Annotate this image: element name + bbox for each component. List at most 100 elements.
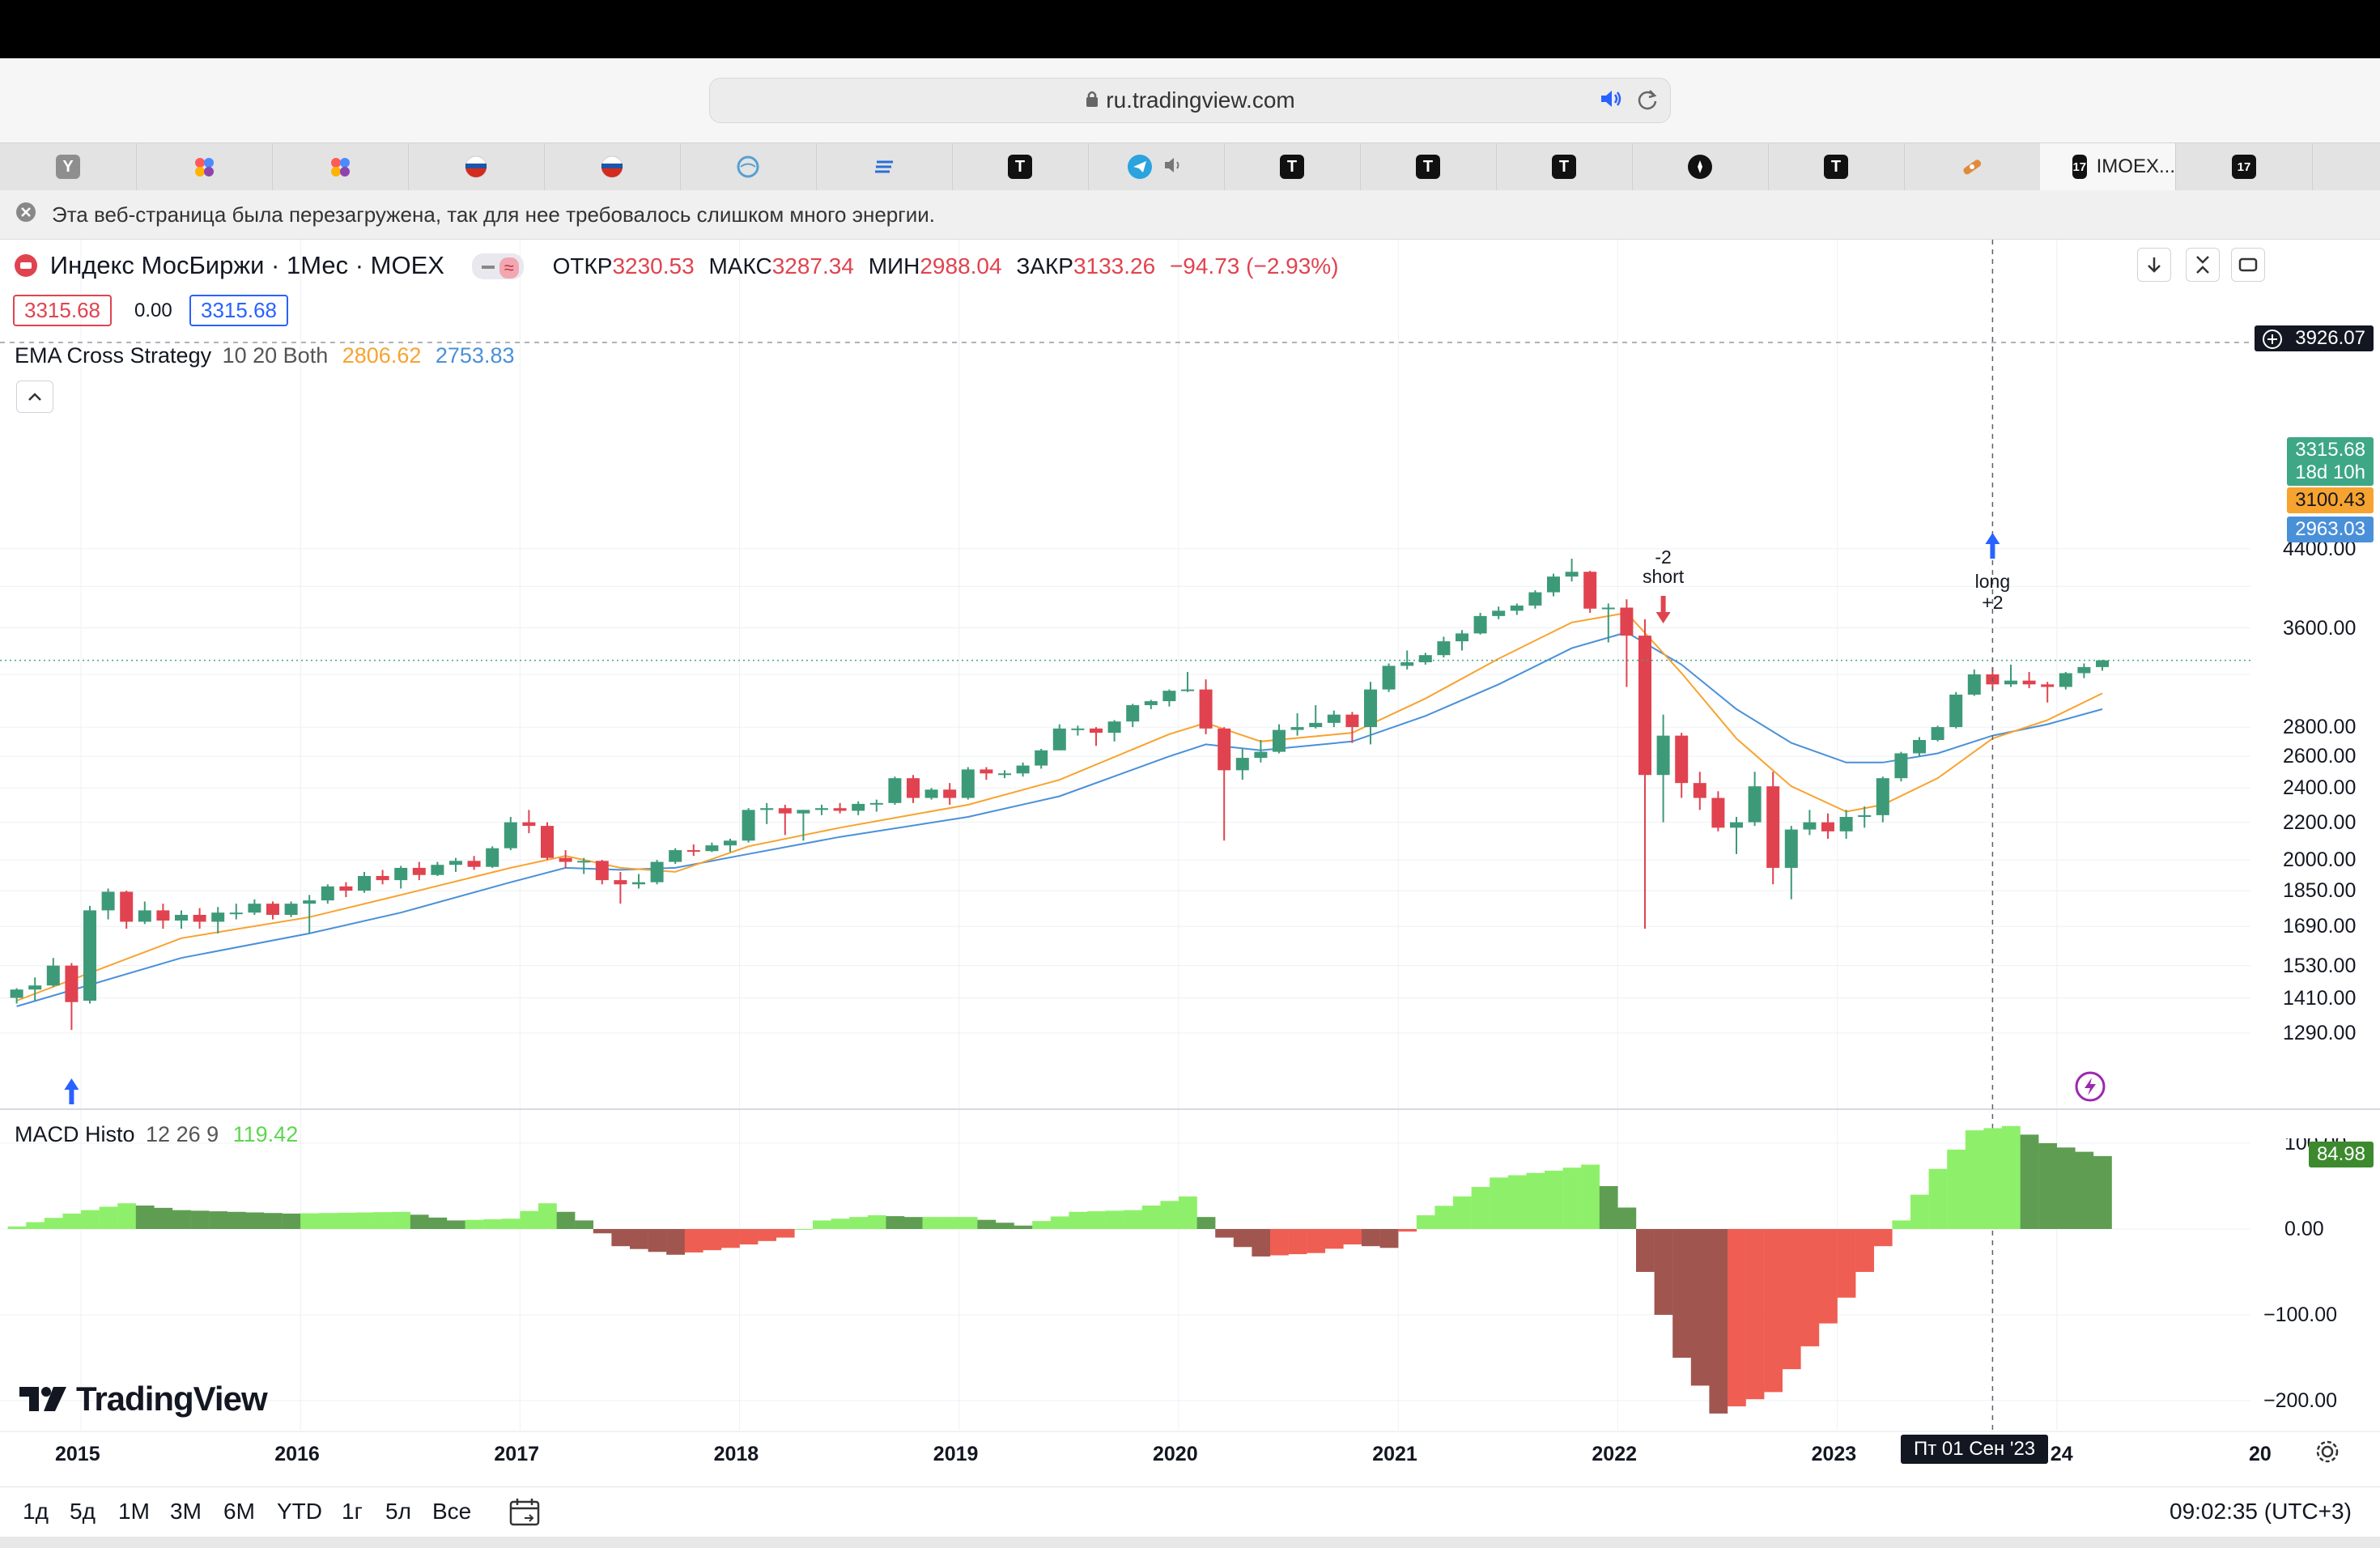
macd-histogram-bar <box>465 1219 484 1229</box>
long-signal-arrow <box>1985 533 2000 559</box>
macd-histogram-bar <box>1782 1229 1801 1370</box>
clock-timezone[interactable]: 09:02:35 (UTC+3) <box>2170 1499 2352 1524</box>
browser-tab[interactable]: 17 IMOEX... <box>2040 143 2176 190</box>
browser-tab[interactable]: T <box>952 143 1089 190</box>
browser-tab[interactable] <box>1904 143 2041 190</box>
tinkoff-icon: T <box>1552 155 1576 179</box>
market-status-badge[interactable]: ≈ <box>471 253 524 279</box>
macd-histogram-bar <box>922 1217 941 1229</box>
candle-body <box>1547 576 1560 593</box>
browser-tab[interactable] <box>816 143 953 190</box>
macd-histogram-bar <box>611 1229 631 1247</box>
period-button[interactable]: 5д <box>70 1499 96 1524</box>
period-button[interactable]: 1М <box>118 1499 150 1524</box>
macd-histogram-bar <box>44 1218 63 1229</box>
candle-body <box>1290 727 1304 730</box>
tinkoff-icon: T <box>1008 155 1032 179</box>
collapse-legend-button[interactable] <box>16 381 53 413</box>
collapse-pane-button[interactable] <box>2186 248 2220 282</box>
period-button[interactable]: 1д <box>23 1499 49 1524</box>
browser-tab[interactable]: T <box>1496 143 1633 190</box>
tradingview-logo[interactable]: TradingView <box>18 1380 268 1418</box>
price-axis-tick: 1690.00 <box>2283 915 2357 938</box>
browser-tab[interactable] <box>680 143 817 190</box>
browser-tab[interactable]: T <box>1224 143 1361 190</box>
macd-histogram-bar <box>2056 1147 2076 1229</box>
reload-icon[interactable] <box>1636 88 1659 117</box>
macd-histogram-bar <box>1545 1170 1563 1229</box>
time-axis-label: 2018 <box>713 1443 759 1465</box>
browser-tab[interactable] <box>1088 143 1225 190</box>
macd-histogram-bar <box>447 1220 465 1229</box>
moex-logo-icon <box>15 253 37 277</box>
candle-body <box>394 867 408 881</box>
period-button[interactable]: 5л <box>385 1499 411 1524</box>
bid-price-box[interactable]: 3315.68 <box>13 295 112 326</box>
page-scrollbar-track[interactable] <box>0 1537 2380 1548</box>
macd-histogram-bar <box>1892 1220 1911 1229</box>
symbol-legend: Индекс МосБиржи · 1Мес · MOEX ≈ ОТКР3230… <box>15 251 1339 281</box>
period-button[interactable]: YTD <box>277 1499 322 1524</box>
macd-histogram-bar <box>1105 1210 1124 1229</box>
candle-body <box>1382 666 1396 690</box>
macd-histogram-bar <box>996 1223 1014 1229</box>
browser-tab[interactable]: T <box>1360 143 1497 190</box>
macd-histogram-bar <box>1416 1215 1435 1229</box>
scroll-down-button[interactable] <box>2137 248 2171 282</box>
candle-body <box>980 769 993 774</box>
maximize-pane-button[interactable] <box>2231 248 2265 282</box>
browser-tab[interactable] <box>272 143 409 190</box>
candle-body <box>303 900 317 904</box>
chart-settings-gear-icon[interactable] <box>2314 1438 2341 1469</box>
browser-tab[interactable]: Y <box>0 143 137 190</box>
browser-tab[interactable] <box>136 143 273 190</box>
collapse-icon <box>2196 256 2209 274</box>
browser-tab[interactable]: 17 <box>2176 143 2313 190</box>
candle-body <box>449 861 462 865</box>
browser-tab[interactable] <box>408 143 545 190</box>
date-range-calendar-icon[interactable] <box>508 1497 541 1532</box>
macd-histogram-bar <box>282 1213 301 1229</box>
low-value: 2988.04 <box>920 253 1002 279</box>
audio-playing-icon[interactable] <box>1163 156 1184 178</box>
macd-histogram-bar <box>7 1226 27 1229</box>
candle-body <box>1035 750 1048 766</box>
macd-histogram-bar <box>630 1229 648 1249</box>
replay-lightning-icon[interactable] <box>2074 1070 2106 1103</box>
close-icon[interactable] <box>15 201 37 229</box>
macd-histogram-bar <box>264 1213 283 1229</box>
candle-body <box>1565 572 1579 577</box>
address-bar[interactable]: ru.tradingview.com <box>709 78 1671 123</box>
candle-body <box>1126 704 1140 722</box>
macd-histogram-bar <box>1160 1201 1179 1229</box>
last-price-tag: 3315.68 18d 10h <box>2287 437 2374 486</box>
macd-histogram-bar <box>593 1229 612 1234</box>
russia-flag-icon <box>464 155 488 179</box>
browser-tab[interactable] <box>544 143 681 190</box>
lock-icon <box>1085 87 1099 113</box>
browser-tab[interactable]: T <box>1768 143 1905 190</box>
speaker-icon[interactable] <box>1599 88 1623 115</box>
candle-body <box>815 808 828 810</box>
ask-price-box[interactable]: 3315.68 <box>189 295 288 326</box>
ema-label[interactable]: EMA Cross Strategy <box>15 343 212 368</box>
candle-body <box>888 778 902 803</box>
add-alert-icon[interactable] <box>2261 328 2284 356</box>
candle-body <box>1492 610 1506 616</box>
period-button[interactable]: 6М <box>223 1499 255 1524</box>
macd-histogram-bar <box>1050 1216 1069 1229</box>
period-button[interactable]: 3М <box>170 1499 202 1524</box>
candle-body <box>1181 689 1194 691</box>
period-button[interactable]: Все <box>432 1499 472 1524</box>
chart-area[interactable]: -2 short long +2 Индекс МосБиржи · 1Мес · M… <box>0 240 2380 1486</box>
browser-tab[interactable] <box>1632 143 1769 190</box>
candle-body <box>1711 797 1725 828</box>
period-button[interactable]: 1г <box>342 1499 363 1524</box>
time-axis-label: 2019 <box>933 1443 979 1465</box>
candle-body <box>358 875 371 891</box>
symbol-title[interactable]: Индекс МосБиржи · 1Мес · MOEX <box>49 251 444 279</box>
macd-label[interactable]: MACD Histo <box>15 1122 135 1146</box>
long-label: long <box>1975 571 2010 592</box>
candle-body <box>1345 714 1359 728</box>
